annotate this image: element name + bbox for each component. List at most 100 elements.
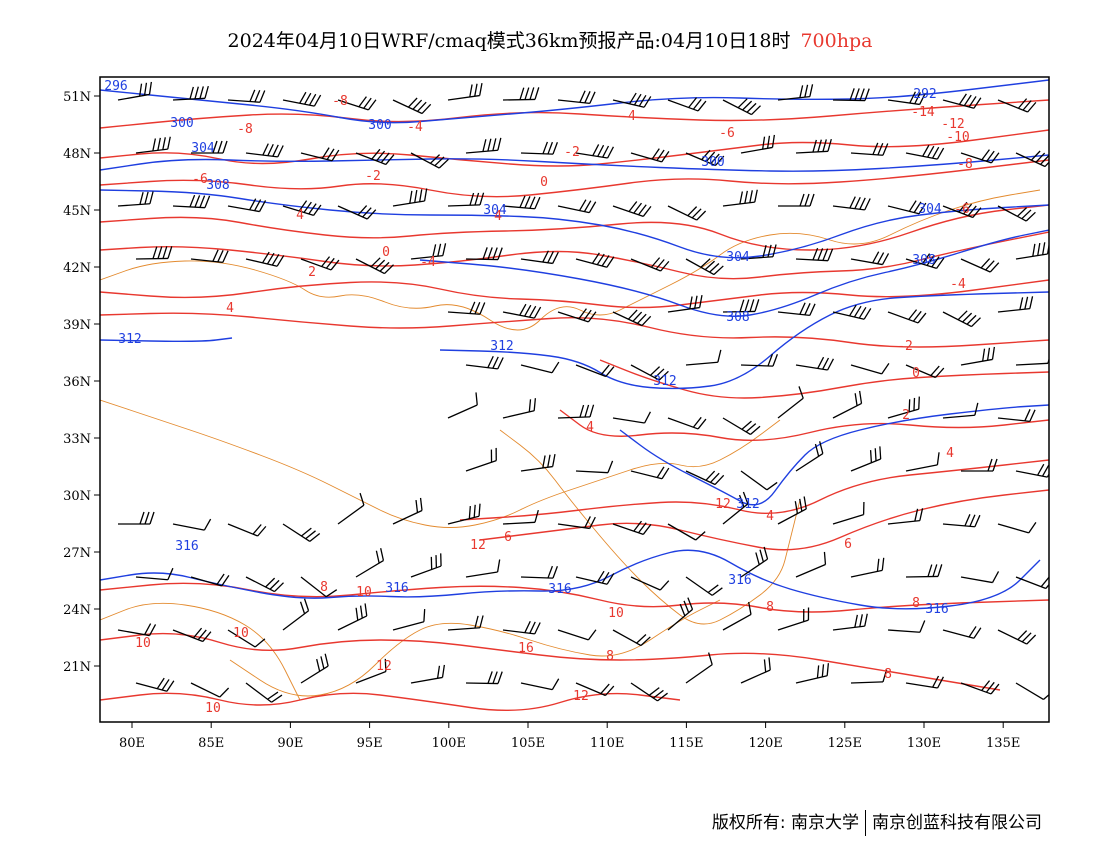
wind-barb xyxy=(850,557,885,578)
wind-barb xyxy=(905,144,945,160)
height-contour xyxy=(100,549,1041,610)
wind-barb xyxy=(795,663,830,684)
wind-barb xyxy=(227,523,267,537)
temperature-label: 8 xyxy=(912,596,920,611)
x-tick-label: 90E xyxy=(277,736,303,751)
temperature-label: -6 xyxy=(954,202,970,217)
temp-contour xyxy=(100,99,1049,129)
wind-barb xyxy=(740,546,769,578)
wind-barb xyxy=(392,188,428,207)
wind-barb xyxy=(997,296,1034,313)
wind-barb xyxy=(557,629,597,641)
wind-barb xyxy=(190,249,229,263)
wind-barb xyxy=(685,652,713,684)
height-contour xyxy=(100,79,1049,124)
wind-barb xyxy=(1015,350,1049,366)
temp-contour xyxy=(100,279,1049,309)
wind-barb xyxy=(117,191,154,207)
wind-barb xyxy=(117,623,157,637)
wind-barb xyxy=(942,514,981,528)
height-label: 300 xyxy=(701,155,724,170)
map-title: 2024年04月10日WRF/cmaq模式36km预报产品:04月10日18时 7… xyxy=(0,26,1100,53)
wind-barb xyxy=(722,98,761,116)
y-tick-label: 42N xyxy=(63,261,91,276)
temp-contour xyxy=(100,632,1001,691)
wind-barb xyxy=(630,257,670,272)
wind-barb xyxy=(722,601,752,631)
height-contours xyxy=(100,79,1049,610)
height-label: 296 xyxy=(104,79,127,94)
wind-barb xyxy=(887,91,926,106)
temp-contour xyxy=(100,231,1049,280)
temperature-label: 12 xyxy=(715,497,731,512)
wind-barb xyxy=(887,508,924,525)
wind-barb xyxy=(960,571,1000,584)
temp-contour xyxy=(559,409,1049,441)
wind-barb xyxy=(942,402,979,419)
wind-barb xyxy=(575,460,614,474)
wind-barb xyxy=(575,144,615,159)
wind-barb xyxy=(997,629,1037,645)
temp-contour xyxy=(100,582,1049,613)
temperature-label: 4 xyxy=(494,209,502,224)
wind-barb xyxy=(630,364,669,381)
boundary-line xyxy=(100,399,781,528)
x-tick-label: 135E xyxy=(986,736,1020,751)
wind-barb xyxy=(795,247,834,262)
x-tick-label: 100E xyxy=(432,736,466,751)
wind-barb xyxy=(135,677,175,692)
wind-barb xyxy=(887,620,926,633)
wind-barb xyxy=(740,470,778,491)
height-label: 312 xyxy=(490,339,513,354)
y-tick-label: 39N xyxy=(63,318,91,333)
temperature-label: 8 xyxy=(320,580,328,595)
y-tick-label: 45N xyxy=(63,204,91,219)
height-contour xyxy=(619,404,1049,506)
wind-barb xyxy=(612,201,652,218)
temperature-label: 0 xyxy=(540,175,548,190)
wind-barb xyxy=(832,88,870,102)
wind-barb xyxy=(282,91,322,107)
height-label: 304 xyxy=(726,250,750,265)
wind-barb xyxy=(777,302,816,316)
temperature-label: 8 xyxy=(884,667,892,682)
wind-barb xyxy=(337,205,377,220)
wind-barb xyxy=(117,81,153,101)
wind-barb xyxy=(740,134,776,154)
wind-barb xyxy=(575,570,615,585)
height-label: 292 xyxy=(913,87,936,102)
temperature-label: 4 xyxy=(946,446,954,461)
wind-barb xyxy=(282,523,321,542)
wind-barb xyxy=(1015,150,1049,168)
wind-barb xyxy=(392,497,423,525)
wind-barb xyxy=(557,308,597,323)
wind-barb xyxy=(337,603,368,631)
wind-barb xyxy=(997,98,1037,113)
wind-barb xyxy=(997,205,1036,222)
wind-barb xyxy=(740,353,779,367)
wind-barb xyxy=(667,416,707,430)
wind-barb xyxy=(685,349,722,366)
temperature-label: -6 xyxy=(719,126,735,141)
temp-contour xyxy=(100,312,1049,348)
y-axis: 51N 48N 45N 42N 39N 36N 33N 30N 27N 24N 21N xyxy=(63,90,100,675)
temperature-label: 10 xyxy=(205,701,221,716)
height-label: 308 xyxy=(206,178,229,193)
x-tick-label: 120E xyxy=(748,736,782,751)
wind-barb xyxy=(557,516,596,530)
temp-contour xyxy=(100,692,681,711)
wind-barb xyxy=(337,96,377,111)
height-contour xyxy=(100,337,233,343)
wind-barb xyxy=(410,152,449,169)
wind-barb xyxy=(722,491,749,525)
temperature-label: 4 xyxy=(226,301,234,316)
wind-barb xyxy=(465,447,497,472)
wind-barb xyxy=(172,627,212,643)
wind-barb xyxy=(191,140,228,154)
temperature-label: 6 xyxy=(504,530,512,545)
temperature-label: -8 xyxy=(237,122,253,137)
temperature-label: 0 xyxy=(912,366,920,381)
wind-barb xyxy=(447,192,485,207)
height-contour xyxy=(100,189,1049,259)
boundary-line xyxy=(100,602,301,701)
